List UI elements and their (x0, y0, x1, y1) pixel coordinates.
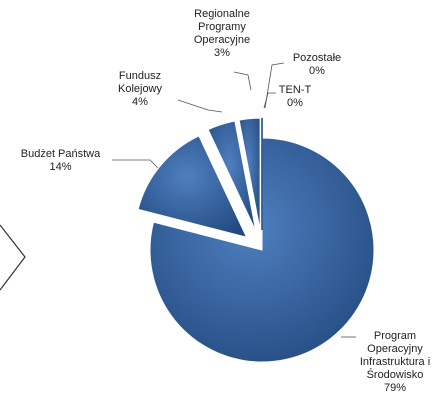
leader-line (264, 62, 285, 109)
slice-label: Budżet Państwa 14% (8, 148, 113, 174)
slice-label: Regionalne Programy Operacyjne 3% (176, 8, 268, 60)
value-label: 0% (287, 97, 303, 109)
leader-line (112, 159, 161, 171)
category-label: TEN-T (278, 84, 312, 96)
leader-line (233, 71, 252, 91)
slice-label: Pozostałe 0% (282, 52, 352, 78)
leader-lines (112, 62, 356, 338)
value-label: 3% (214, 47, 230, 59)
pie-slice (149, 137, 375, 363)
leader-line (177, 99, 223, 113)
leader-line (263, 92, 276, 109)
category-label: Program Operacyjny Infrastruktura i Środ… (359, 330, 431, 381)
category-label: Budżet Państwa (20, 148, 101, 160)
pie-slice (207, 120, 257, 232)
slice-label: TEN-T 0% (270, 84, 320, 110)
chevron (0, 224, 26, 291)
value-label: 0% (309, 65, 325, 77)
category-label: Pozostałe (292, 52, 342, 64)
pie-slice (238, 117, 261, 231)
value-label: 14% (49, 161, 72, 173)
slice-label: Program Operacyjny Infrastruktura i Środ… (345, 330, 435, 395)
value-label: 4% (132, 96, 148, 108)
slice-label: Fundusz Kolejowy 4% (100, 70, 180, 109)
pie-slice (137, 135, 248, 239)
category-label: Fundusz Kolejowy (117, 70, 163, 95)
value-label: 79% (383, 382, 407, 394)
category-label: Regionalne Programy Operacyjne (193, 8, 251, 46)
